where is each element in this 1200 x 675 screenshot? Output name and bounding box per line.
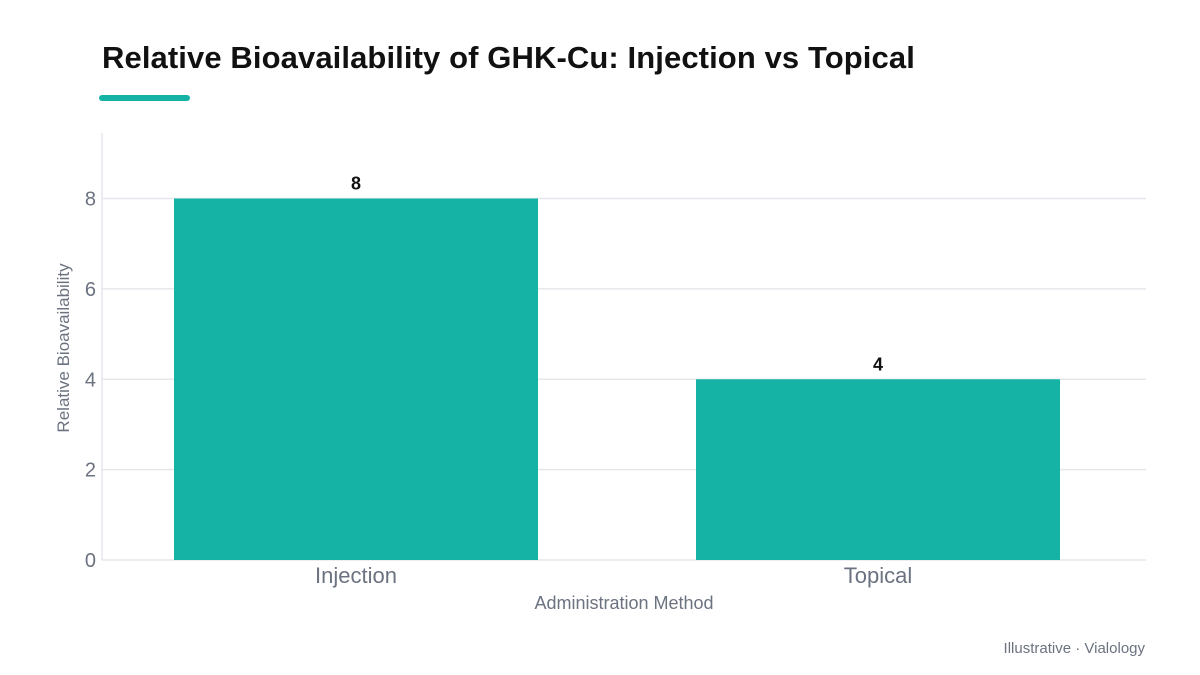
bar-topical: [696, 379, 1060, 560]
data-label: 8: [351, 174, 361, 194]
x-tick-label: Injection: [315, 563, 397, 588]
bar-injection: [174, 198, 538, 560]
x-axis-title: Administration Method: [534, 593, 713, 613]
x-tick-label: Topical: [844, 563, 912, 588]
chart-title: Relative Bioavailability of GHK-Cu: Inje…: [102, 40, 915, 75]
y-axis-title: Relative Bioavailability: [54, 263, 73, 433]
y-tick-label: 4: [85, 369, 96, 391]
footer-credit: Illustrative · Vialology: [1003, 640, 1145, 657]
y-tick-label: 8: [85, 189, 96, 211]
title-accent-bar: [99, 95, 190, 101]
y-tick-label: 6: [85, 279, 96, 301]
y-tick-label: 0: [85, 550, 96, 572]
data-label: 4: [873, 354, 883, 374]
y-tick-label: 2: [85, 460, 96, 482]
